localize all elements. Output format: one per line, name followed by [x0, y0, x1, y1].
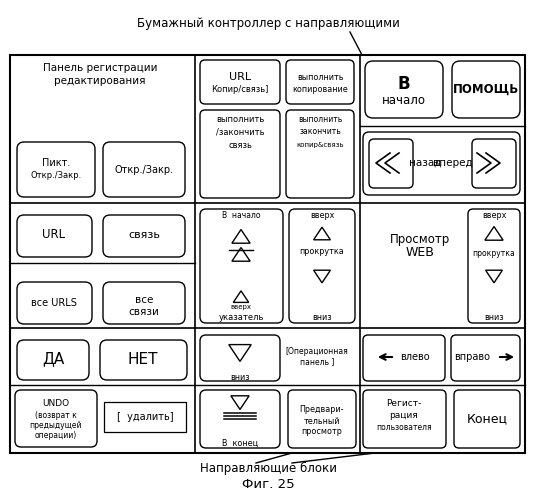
FancyBboxPatch shape [286, 60, 354, 104]
Text: назад: назад [409, 158, 441, 168]
Text: Откр./Закр.: Откр./Закр. [114, 165, 173, 175]
Text: Откр./Закр.: Откр./Закр. [30, 172, 82, 180]
Text: вперед: вперед [433, 158, 473, 168]
FancyBboxPatch shape [103, 282, 185, 324]
Text: все: все [135, 295, 153, 305]
FancyBboxPatch shape [103, 142, 185, 197]
FancyBboxPatch shape [17, 215, 92, 257]
Text: вниз: вниз [484, 314, 504, 322]
FancyBboxPatch shape [468, 209, 520, 323]
Text: влево: влево [400, 352, 430, 362]
FancyBboxPatch shape [363, 390, 446, 448]
Text: Панель регистрации: Панель регистрации [43, 63, 157, 73]
Text: В: В [398, 75, 410, 93]
Text: копир&связь: копир&связь [296, 142, 344, 148]
FancyBboxPatch shape [15, 390, 97, 447]
FancyBboxPatch shape [17, 142, 95, 197]
Text: /закончить: /закончить [216, 128, 264, 136]
Text: [  удалить]: [ удалить] [117, 412, 173, 422]
Text: Просмотр: Просмотр [390, 234, 450, 246]
FancyBboxPatch shape [289, 209, 355, 323]
Text: ПОМОЩЬ: ПОМОЩЬ [453, 82, 519, 96]
Text: Конец: Конец [467, 412, 508, 426]
Text: связь: связь [228, 140, 252, 149]
FancyBboxPatch shape [365, 61, 443, 118]
Text: связь: связь [128, 230, 160, 240]
FancyBboxPatch shape [472, 139, 516, 188]
Text: Предвари-: Предвари- [300, 406, 344, 414]
Text: вверх: вверх [231, 304, 251, 310]
Text: Бумажный контроллер с направляющими: Бумажный контроллер с направляющими [136, 18, 400, 30]
FancyBboxPatch shape [200, 110, 280, 198]
Text: Фиг. 25: Фиг. 25 [242, 478, 294, 492]
Text: вверх: вверх [310, 210, 334, 220]
Text: прокрутка: прокрутка [472, 248, 515, 258]
FancyBboxPatch shape [200, 209, 283, 323]
FancyBboxPatch shape [363, 335, 445, 381]
FancyBboxPatch shape [454, 390, 520, 448]
Text: Регист-: Регист- [386, 400, 422, 408]
Text: редактирования: редактирования [54, 76, 146, 86]
FancyBboxPatch shape [452, 61, 520, 118]
Text: вправо: вправо [454, 352, 490, 362]
FancyBboxPatch shape [200, 335, 280, 381]
Text: все URLS: все URLS [31, 298, 77, 308]
FancyBboxPatch shape [17, 340, 89, 380]
Text: [Операционная: [Операционная [286, 346, 348, 356]
FancyBboxPatch shape [200, 390, 280, 448]
Bar [104, 402, 186, 432]
Text: (возврат к: (возврат к [35, 410, 77, 420]
Text: просмотр: просмотр [302, 428, 342, 436]
Text: прокрутка: прокрутка [300, 248, 345, 256]
Text: указатель: указатель [218, 314, 264, 322]
Text: выполнить: выполнить [216, 114, 264, 124]
Text: НЕТ: НЕТ [128, 352, 158, 366]
FancyBboxPatch shape [286, 110, 354, 198]
FancyBboxPatch shape [369, 139, 413, 188]
FancyBboxPatch shape [451, 335, 520, 381]
Text: Пикт.: Пикт. [42, 158, 70, 168]
Text: вверх: вверх [482, 210, 506, 220]
Text: Направляющие блоки: Направляющие блоки [200, 462, 337, 474]
FancyBboxPatch shape [103, 215, 185, 257]
Text: UNDO: UNDO [42, 400, 70, 408]
FancyBboxPatch shape [100, 340, 187, 380]
Text: вниз: вниз [312, 314, 332, 322]
Bar [10, 55, 525, 453]
FancyBboxPatch shape [288, 390, 356, 448]
Text: панель ]: панель ] [300, 358, 334, 366]
Text: тельный: тельный [304, 416, 340, 426]
FancyBboxPatch shape [17, 282, 92, 324]
FancyBboxPatch shape [363, 132, 520, 195]
FancyBboxPatch shape [200, 60, 280, 104]
Text: URL: URL [42, 228, 66, 241]
Text: пользователя: пользователя [376, 424, 432, 432]
Text: копирование: копирование [292, 84, 348, 94]
Text: предыдущей: предыдущей [30, 420, 82, 430]
Text: ДА: ДА [42, 352, 64, 366]
Text: выполнить: выполнить [297, 72, 343, 82]
Text: рация: рация [389, 412, 418, 420]
Text: WEB: WEB [406, 246, 434, 260]
Text: Копир/связь]: Копир/связь] [211, 86, 269, 94]
Text: вниз: вниз [230, 374, 250, 382]
Text: В  начало: В начало [221, 212, 260, 220]
Text: начало: начало [382, 94, 426, 106]
Text: закончить: закончить [299, 128, 341, 136]
Text: выполнить: выполнить [298, 114, 342, 124]
Text: операции): операции) [35, 430, 77, 440]
Text: URL: URL [229, 72, 251, 82]
Text: связи: связи [128, 307, 159, 317]
Text: В  конец: В конец [222, 438, 258, 448]
